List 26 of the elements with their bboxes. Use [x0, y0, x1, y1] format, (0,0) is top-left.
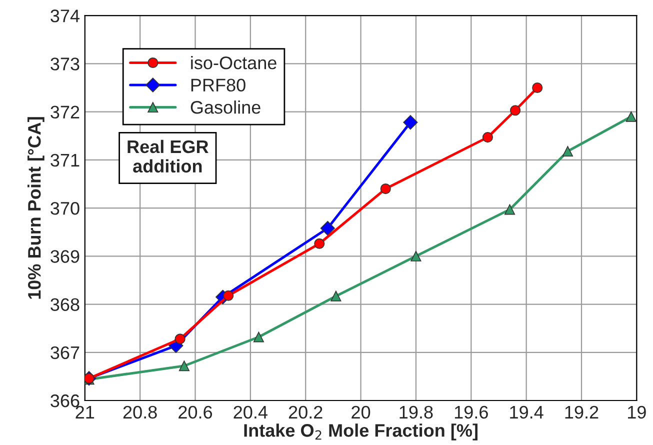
x-tick-label: 20.6 [178, 406, 212, 419]
y-tick-label: 372 [50, 106, 80, 119]
y-tick-label: 370 [50, 202, 80, 215]
x-tick-label: 20.2 [288, 406, 322, 419]
x-tick-label: 19.2 [565, 406, 598, 419]
x-tick-label: 20 [352, 406, 370, 419]
x-tick-label: 21 [76, 406, 94, 418]
x-tick-label: 19.8 [400, 406, 433, 419]
legend-label: iso-Octane [191, 56, 276, 70]
x-tick-label: 19.4 [510, 406, 544, 419]
y-axis-title: 10% Burn Point [°CA] [28, 117, 44, 299]
x-tick-label: 19 [628, 406, 646, 419]
x-tick-label: 19.6 [454, 406, 488, 419]
y-tick-label: 367 [50, 346, 80, 360]
annotation: Real EGR addition [128, 140, 208, 173]
x-axis-title: Intake O$_{2}$ Mole Fraction [%] [244, 424, 478, 440]
legend-label: PRF80 [191, 78, 246, 92]
y-tick-label: 368 [50, 298, 80, 311]
y-tick-label: 369 [50, 250, 80, 263]
y-tick-label: 371 [50, 154, 80, 167]
y-tick-label: 374 [50, 10, 80, 22]
x-tick-label: 20.8 [123, 406, 157, 419]
y-tick-label: 366 [50, 394, 80, 408]
y-tick-label: 373 [50, 58, 80, 70]
legend-label: Gasoline [190, 100, 260, 114]
x-tick-label: 20.4 [234, 406, 268, 419]
